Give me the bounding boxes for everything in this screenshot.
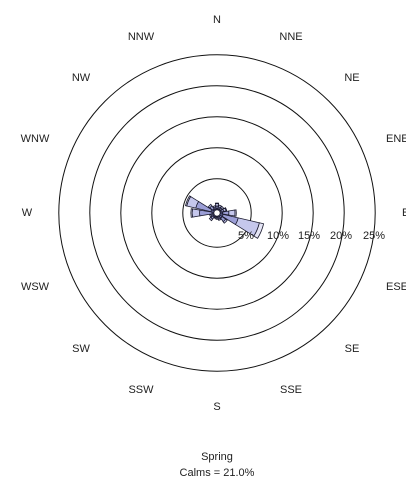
ring-labels: 5% 10% 15% 20% 25%	[238, 230, 385, 242]
dir-label-s: S	[213, 401, 220, 413]
dir-label-ssw: SSW	[128, 384, 154, 396]
dir-label-nw: NW	[72, 72, 91, 84]
ring-label-10: 10%	[267, 230, 289, 242]
dir-label-wnw: WNW	[21, 133, 50, 145]
dir-label-w: W	[22, 207, 33, 219]
grid-ring-10	[151, 147, 283, 279]
ring-label-25: 25%	[363, 230, 385, 242]
grid-ring-25	[58, 54, 376, 372]
wedge-nnw-band-3	[212, 205, 217, 209]
grid-ring-15	[120, 116, 314, 310]
wedge-w-band-3	[191, 208, 201, 218]
wedge-wnw-band-4	[185, 195, 192, 207]
wedge-e-band-4	[234, 209, 237, 217]
direction-labels: N NNE NE ENE E ESE SE SSE S SSW SW WSW W…	[21, 14, 406, 413]
wedge-w-band-4	[190, 208, 193, 218]
wedge-ne-band-3	[220, 205, 225, 210]
dir-label-sse: SSE	[280, 384, 302, 396]
wedge-sse-band-3	[217, 217, 222, 221]
grid-ring-20	[89, 85, 345, 341]
calms-label: Calms = 21.0%	[180, 467, 255, 479]
dir-label-wsw: WSW	[21, 281, 50, 293]
dir-label-ne: NE	[344, 72, 359, 84]
dir-label-nne: NNE	[279, 31, 302, 43]
dir-label-e: E	[402, 207, 406, 219]
grid-ring-5	[182, 178, 252, 248]
wedge-nne-band-3	[217, 204, 222, 209]
wedge-nw-band-3	[207, 203, 213, 209]
wedges	[185, 195, 265, 239]
wedge-ene-band-4	[224, 207, 228, 212]
wedge-sw-band-3	[208, 216, 214, 222]
ring-label-20: 20%	[330, 230, 352, 242]
wedge-se-band-3	[222, 218, 228, 224]
dir-label-ene: ENE	[386, 133, 406, 145]
ring-label-15: 15%	[298, 230, 320, 242]
dir-label-n: N	[213, 14, 221, 26]
wedge-n-band-4	[214, 202, 220, 205]
wedge-wsw-band-3	[209, 213, 213, 218]
ring-label-5: 5%	[238, 230, 254, 242]
grid-rings	[58, 54, 376, 372]
wedge-ese-band-4	[253, 222, 265, 239]
dir-label-se: SE	[345, 343, 360, 355]
dir-label-nnw: NNW	[128, 31, 155, 43]
dir-label-sw: SW	[72, 343, 90, 355]
chart-title: Spring	[201, 451, 233, 463]
dir-label-ese: ESE	[386, 281, 406, 293]
wedge-e-band-3	[228, 209, 236, 217]
wedge-s-band-3	[215, 217, 219, 220]
